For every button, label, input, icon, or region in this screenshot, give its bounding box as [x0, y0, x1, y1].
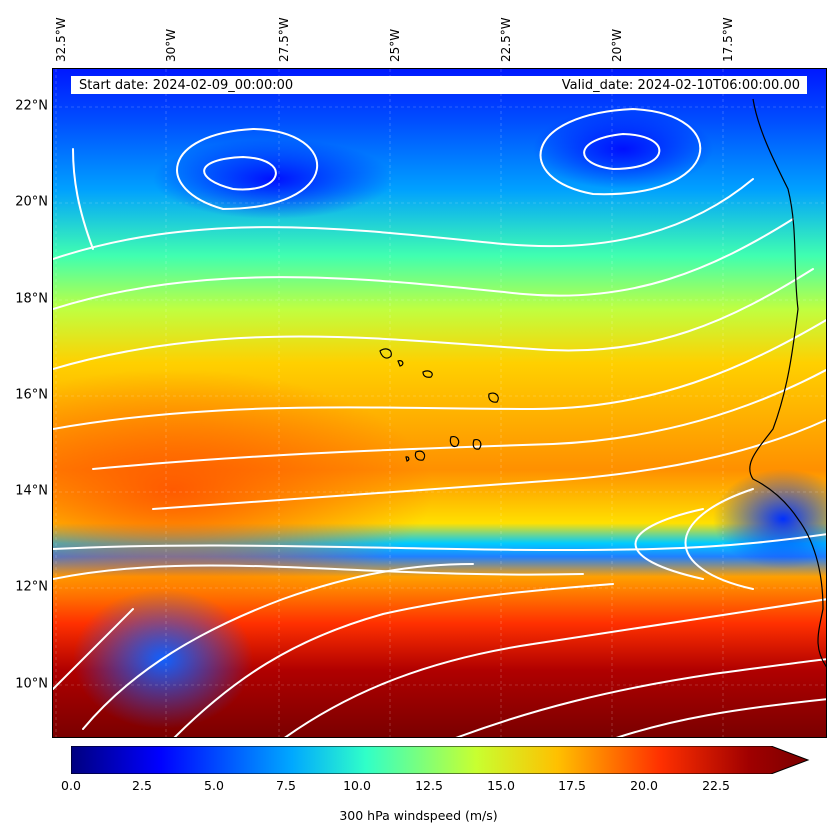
colorbar-tick: 7.5 — [276, 778, 296, 793]
streamline — [53, 608, 134, 690]
colorbar-tick: 20.0 — [630, 778, 658, 793]
colorbar-tick: 15.0 — [487, 778, 515, 793]
longitude-labels-top: 32.5°W 30°W 27.5°W 25°W 22.5°W 20°W 17.5… — [0, 0, 837, 66]
streamline-vortex-right-outer — [539, 107, 702, 196]
streamline-vortex-left — [203, 155, 277, 191]
streamline — [53, 564, 584, 580]
lon-label: 27.5°W — [277, 17, 291, 62]
lon-label: 22.5°W — [499, 17, 513, 62]
lat-label: 10°N — [15, 676, 48, 692]
streamline-jet-axis — [53, 533, 826, 552]
lat-label: 14°N — [15, 483, 48, 499]
streamline — [284, 598, 826, 737]
streamline — [53, 268, 814, 370]
lat-label: 22°N — [15, 98, 48, 114]
lat-label: 12°N — [15, 579, 48, 595]
colorbar-tick: 12.5 — [415, 778, 443, 793]
streamline-vortex-right — [583, 132, 661, 170]
island — [488, 392, 499, 403]
streamline — [152, 418, 826, 510]
map-overlay — [53, 69, 826, 737]
colorbar-tick: 0.0 — [61, 778, 81, 793]
coastlines — [379, 98, 826, 668]
streamline — [72, 148, 94, 250]
streamline-vortex-left-outer — [176, 127, 319, 210]
lat-label: 16°N — [15, 387, 48, 403]
lon-label: 17.5°W — [721, 17, 735, 62]
colorbar-label: 300 hPa windspeed (m/s) — [339, 808, 498, 823]
colorbar-ticks: 0.0 2.5 5.0 7.5 10.0 12.5 15.0 17.5 20.0… — [0, 778, 837, 796]
island — [449, 436, 460, 448]
start-date-label: Start date: 2024-02-09_00:00:00 — [79, 78, 294, 93]
lon-label: 25°W — [388, 28, 402, 62]
streamline — [615, 698, 826, 737]
colorbar-tick: 10.0 — [343, 778, 371, 793]
island — [405, 456, 410, 462]
streamline — [53, 319, 826, 430]
island — [397, 360, 404, 367]
lon-label: 32.5°W — [54, 17, 68, 62]
colorbar — [71, 746, 810, 774]
streamline — [82, 563, 474, 730]
island — [472, 439, 482, 450]
latitude-labels-left: 22°N 20°N 18°N 16°N 14°N 12°N 10°N — [0, 68, 52, 738]
island — [379, 348, 392, 359]
valid-date-label: Valid_date: 2024-02-10T06:00:00.00 — [561, 78, 800, 93]
lon-label: 20°W — [610, 28, 624, 62]
island — [422, 370, 433, 378]
streamline — [455, 658, 826, 737]
colorbar-tick: 2.5 — [132, 778, 152, 793]
streamline — [53, 218, 794, 310]
streamline — [173, 583, 614, 737]
streamline — [53, 178, 754, 260]
colorbar-tick: 17.5 — [558, 778, 586, 793]
date-label-box — [71, 76, 807, 94]
colorbar-tick: 5.0 — [204, 778, 224, 793]
gridlines — [53, 69, 826, 737]
african-coastline — [749, 98, 826, 668]
lat-label: 20°N — [15, 194, 48, 210]
lat-label: 18°N — [15, 291, 48, 307]
streamlines — [53, 107, 826, 737]
windspeed-map — [52, 68, 827, 738]
colorbar-gradient — [71, 746, 810, 774]
lon-label: 30°W — [164, 28, 178, 62]
colorbar-tick: 22.5 — [702, 778, 730, 793]
island — [414, 450, 426, 461]
streamline — [92, 368, 826, 470]
streamline — [634, 508, 704, 580]
streamline — [684, 488, 754, 590]
